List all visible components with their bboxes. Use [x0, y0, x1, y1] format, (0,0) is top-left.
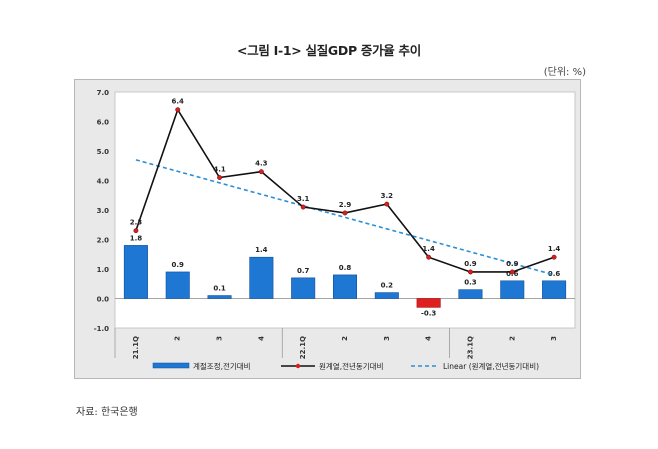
line-data-label: 4.1: [213, 166, 226, 174]
gdp-chart: 7.06.05.04.03.02.01.00.0-1.0 21.1Q 2 3 4 22.…: [94, 89, 576, 371]
y-tick-label: 7.0: [97, 89, 110, 97]
line-data-label: 3.2: [381, 192, 394, 200]
legend-label-line: 원계열,전년동기대비: [319, 361, 383, 371]
x-tick-label: 23.1Q: [466, 336, 474, 359]
line-point: [384, 201, 390, 207]
bar-data-label: 0.3: [464, 279, 477, 287]
y-axis: 7.0 6.0 5.0 4.0 3.0 2.0 1.0 0.0 -1.0: [94, 89, 109, 333]
bar-data-label: 0.9: [172, 261, 185, 269]
bar: [291, 277, 316, 299]
bar-data-label: 0.7: [297, 267, 310, 275]
trendline-series: [135, 159, 555, 276]
legend-swatch-bar: [152, 362, 190, 369]
y-tick-label: 5.0: [97, 148, 110, 156]
bar: [207, 295, 232, 299]
x-tick-label: 4: [257, 336, 265, 341]
legend-label-trend: Linear (원계열,전년동기대비): [443, 361, 539, 371]
line-data-label: 0.9: [506, 260, 519, 268]
y-tick-label: 4.0: [97, 178, 110, 186]
line-series: 2.3 6.4 4.1 4.3 3.1 2.9 3.2 1.4 0.9 0.9 1.4: [130, 98, 561, 275]
legend-label-bar: 계절조정,전기대비: [193, 361, 251, 371]
bar: [165, 271, 190, 299]
bar-data-label: 1.4: [255, 246, 268, 254]
bar: [332, 274, 358, 299]
line-data-label: 6.4: [172, 98, 185, 106]
line-point: [342, 210, 348, 216]
chart-frame: 7.0 6.0 5.0 4.0 3.0 2.0 1.0 0.0 -1.0 21.1Q 2 3 4 22.…: [74, 79, 581, 379]
x-tick-label: 4: [425, 336, 433, 341]
unit-label: (단위: %): [543, 67, 586, 78]
line-point: [509, 269, 515, 275]
bar: [416, 298, 441, 308]
legend: 계절조정,전기대비 원계열,전년동기대비 Linear (원계열,전년동기대비): [152, 361, 539, 371]
line-point: [551, 254, 557, 260]
x-axis: 21.1Q 2 3 4 22.1Q 2 3 4 23.1Q 2 3: [114, 298, 575, 359]
y-tick-label: -1.0: [94, 325, 109, 333]
x-tick-label: 22.1Q: [299, 336, 307, 359]
line-data-label: 2.3: [130, 219, 143, 227]
bar: [542, 280, 567, 299]
line-data-label: 1.4: [548, 245, 561, 253]
legend-marker-line: [295, 363, 301, 369]
bar: [249, 256, 274, 299]
line-point: [258, 169, 264, 175]
bar-data-label: 0.1: [213, 285, 226, 293]
x-tick-label: 21.1Q: [132, 336, 140, 359]
bar-data-label: 0.2: [381, 282, 394, 290]
x-tick-label: 2: [341, 336, 349, 341]
line-data-label: 0.9: [464, 260, 477, 268]
trendline: [135, 159, 555, 276]
chart-title: <그림 Ⅰ-1> 실질GDP 증가율 추이: [237, 43, 421, 58]
line-point: [426, 254, 432, 260]
y-tick-label: 1.0: [97, 266, 110, 274]
x-tick-label: 2: [174, 336, 182, 341]
line-data-label: 4.3: [255, 160, 268, 168]
bar-data-label: 0.8: [339, 264, 352, 272]
line-data-label: 3.1: [297, 195, 310, 203]
x-tick-label: 3: [216, 336, 224, 341]
line-point: [468, 269, 473, 275]
source-note: 자료: 한국은행: [76, 407, 138, 418]
bar-data-label: -0.3: [421, 309, 436, 317]
bar: [458, 289, 483, 299]
bar-data-label: 0.6: [548, 270, 561, 278]
line-point: [300, 204, 306, 210]
x-tick-label: 3: [383, 336, 391, 341]
y-tick-label: 6.0: [97, 119, 110, 127]
x-tick-label: 2: [508, 336, 516, 341]
x-tick-label: 3: [550, 336, 558, 341]
y-tick-label: 0.0: [97, 296, 110, 304]
line-data-label: 2.9: [339, 201, 352, 209]
bar: [123, 245, 148, 299]
line-data-label: 1.4: [422, 245, 435, 253]
line-point: [175, 107, 181, 113]
y-tick-label: 3.0: [97, 207, 110, 215]
y-tick-label: 2.0: [97, 237, 110, 245]
bar-data-label: 1.8: [130, 234, 143, 242]
line-point: [133, 228, 139, 234]
line-point: [217, 175, 222, 181]
bar: [374, 292, 399, 299]
bar: [500, 280, 525, 299]
bar-series: 1.80.90.11.40.70.80.2-0.30.30.60.6: [123, 234, 567, 317]
